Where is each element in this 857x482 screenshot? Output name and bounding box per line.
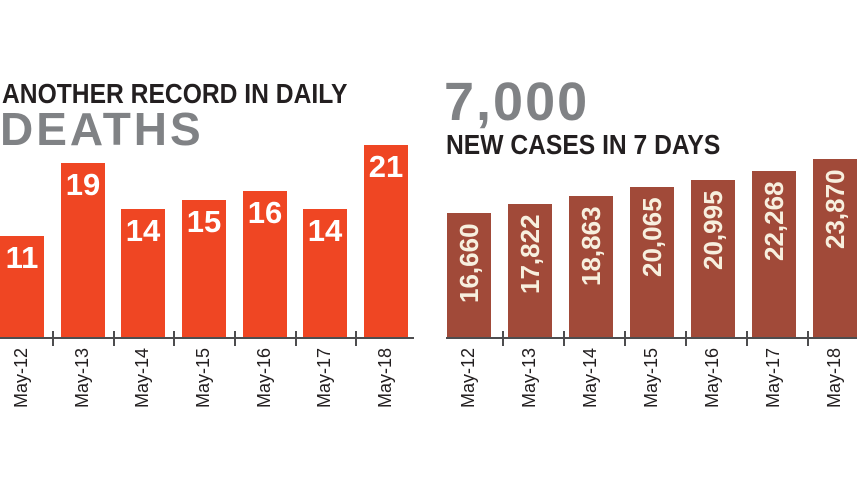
new-cases-7-days-x-label-may-12: May-12 (458, 347, 478, 408)
new-cases-7-days-x-label-may-14: May-14 (580, 347, 600, 408)
new-cases-7-days-bar-value-may-15: 20,065 (637, 197, 667, 277)
new-cases-7-days-x-label-may-15: May-15 (641, 347, 661, 408)
new-cases-7-days-x-axis-line (446, 337, 857, 339)
daily-deaths-axis-tick-4 (234, 331, 236, 346)
daily-deaths-axis-tick-6 (355, 331, 357, 346)
daily-deaths-x-axis-line (0, 337, 414, 339)
deaths-title-line1: ANOTHER RECORD IN DAILY (2, 78, 348, 109)
daily-deaths-axis-tick-3 (173, 331, 175, 346)
new-cases-7-days-bar-value-may-18: 23,870 (820, 169, 850, 249)
daily-deaths-bar-may-14 (121, 209, 165, 337)
daily-deaths-bar-may-18 (364, 145, 408, 337)
daily-deaths-bar-value-may-18: 21 (368, 149, 404, 184)
deaths-title-line2: DEATHS (0, 103, 204, 155)
daily-deaths-bar-value-may-14: 14 (125, 213, 161, 248)
new-cases-7-days-bar-may-13 (508, 204, 552, 337)
daily-deaths-bar-value-may-12: 11 (5, 240, 39, 275)
daily-deaths-bar-value-may-15: 15 (186, 204, 222, 239)
new-cases-7-days-axis-tick-6 (807, 331, 809, 346)
new-cases-7-days-axis-tick-4 (685, 331, 687, 346)
new-cases-7-days-axis-tick-3 (624, 331, 626, 346)
new-cases-7-days-axis-tick-5 (746, 331, 748, 346)
new-cases-7-days-x-label-may-17: May-17 (763, 347, 783, 408)
new-cases-7-days-x-label-may-13: May-13 (519, 347, 539, 408)
new-cases-7-days-bar-may-18 (813, 159, 857, 337)
new-cases-7-days-bar-value-may-13: 17,822 (515, 214, 545, 294)
daily-deaths-bar-may-15 (182, 200, 226, 337)
daily-deaths-bar-value-may-13: 19 (65, 167, 101, 202)
new-cases-7-days-bar-may-17 (752, 171, 796, 337)
daily-deaths-bar-value-may-17: 14 (307, 213, 343, 248)
new-cases-7-days-axis-tick-1 (502, 331, 504, 346)
daily-deaths-bar-may-16 (243, 191, 287, 337)
new-cases-7-days-bar-value-may-14: 18,863 (576, 206, 606, 286)
new-cases-7-days-bar-may-12 (447, 213, 491, 337)
daily-deaths-bar-value-may-16: 16 (247, 195, 283, 230)
new-cases-7-days-x-label-may-16: May-16 (702, 347, 722, 408)
daily-deaths-bar-may-12 (0, 236, 44, 337)
new-cases-7-days-x-label-may-18: May-18 (824, 347, 844, 408)
new-cases-7-days-bar-value-may-17: 22,268 (759, 181, 789, 261)
new-cases-7-days-axis-tick-2 (563, 331, 565, 346)
new-cases-7-days-bar-may-14 (569, 196, 613, 337)
daily-deaths-axis-tick-2 (113, 331, 115, 346)
daily-deaths-axis-tick-1 (52, 331, 54, 346)
daily-deaths-axis-tick-5 (295, 331, 297, 346)
daily-deaths-bar-may-13 (61, 163, 105, 337)
daily-deaths-bar-may-17 (303, 209, 347, 337)
new-cases-7-days-bar-may-15 (630, 187, 674, 337)
cases-subtitle: NEW CASES IN 7 DAYS (446, 129, 721, 160)
new-cases-7-days-bar-may-16 (691, 180, 735, 337)
cases-headline-number: 7,000 (444, 72, 590, 132)
new-cases-7-days-bar-value-may-16: 20,995 (698, 190, 728, 270)
new-cases-7-days-bar-value-may-12: 16,660 (454, 223, 484, 303)
